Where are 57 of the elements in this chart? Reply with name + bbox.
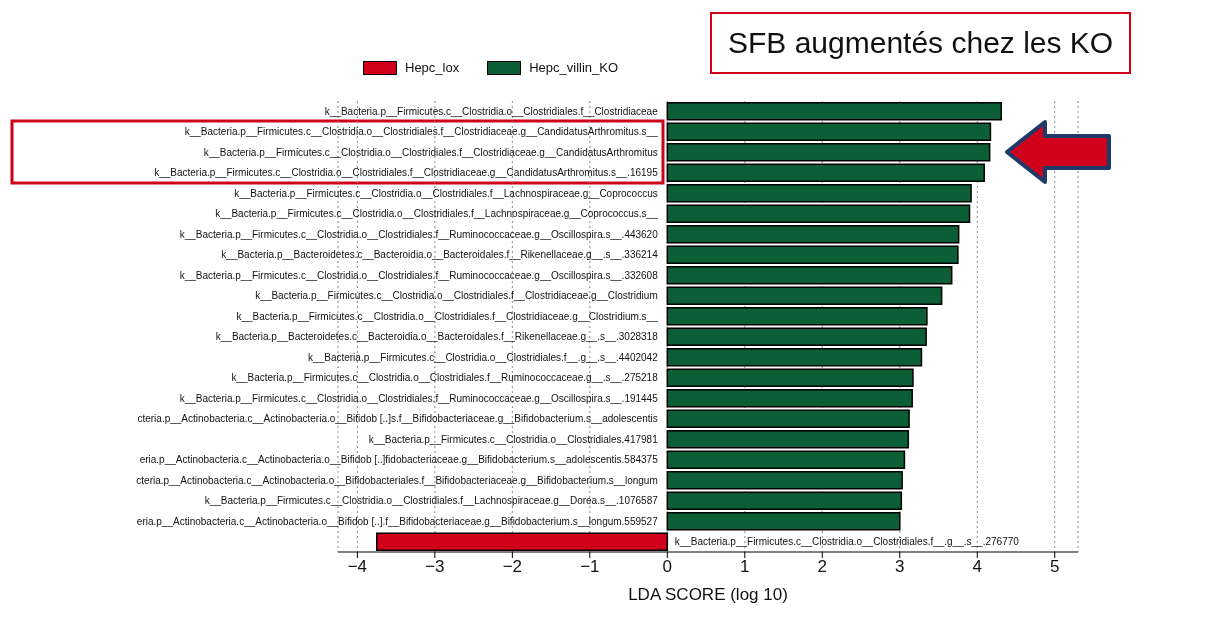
text: SFB augmentés chez les KO <box>710 12 1132 74</box>
bar <box>666 183 972 203</box>
bar <box>666 347 923 367</box>
x-axis-title: LDA SCORE (log 10) <box>628 585 788 604</box>
x-tick-label: 1 <box>740 557 750 577</box>
x-tick-label: −1 <box>580 557 600 577</box>
bar <box>666 101 1003 121</box>
bar <box>666 265 953 285</box>
bar <box>666 245 959 264</box>
bar <box>666 306 928 326</box>
x-tick-label: −4 <box>347 557 368 577</box>
y-tick-label: k__Bacteria.p__Firmicutes.c__Clostridia.o__Clostridiales.417981 <box>368 433 659 445</box>
bar <box>666 142 991 162</box>
y-tick-label: k__Bacteria.p__Firmicutes.c__Clostridia.o__Clostridiales.f__Lachnospiraceae.g__Coprococcus.s__ <box>215 208 659 220</box>
y-tick-label: k__Bacteria.p__Firmicutes.c__Clostridia.o__Clostridiales.f__Clostridiaceae.g__Clostridium <box>255 290 658 302</box>
bar <box>666 470 903 490</box>
y-tick-label: k__Bacteria.p__Firmicutes.c__Clostridia.o__Clostridiales.f__Ruminococcaceae.g__Oscillospira.s__.332608 <box>179 269 659 281</box>
y-tick-label: k__Bacteria.p__Bacteroidetes.c__Bacteroidia.o__Bacteroidales.f__Rikenellaceae.g__.s__.3028318 <box>215 331 659 343</box>
bar <box>666 224 960 244</box>
x-tick-label: −2 <box>502 557 523 577</box>
bar <box>666 204 971 223</box>
y-tick-label: k__Bacteria.p__Firmicutes.c__Clostridia.o__Clostridiales.f__Ruminococcaceae.g__.s__.275218 <box>231 372 659 384</box>
bar <box>666 368 914 387</box>
y-tick-label: eria.p__Actinobacteria.c__Actinobacteria.o__Bifidob [..].f__Bifidobacteriaceae.g__Bifidobacterium.s__longum.559527 <box>136 515 659 527</box>
y-tick-label: k__Bacteria.p__Firmicutes.c__Clostridia.o__Clostridiales.f__.g__.s__.276770 <box>674 536 1020 548</box>
x-tick-label: 5 <box>1050 557 1060 577</box>
bar <box>666 327 927 346</box>
y-tick-label: k__Bacteria.p__Firmicutes.c__Clostridia.o__Clostridiales.f__Clostridiaceae <box>324 105 659 117</box>
bar <box>666 409 910 428</box>
x-tick-label: 4 <box>972 557 982 577</box>
bar <box>666 163 985 182</box>
legend-label: Hepc_lox <box>405 60 460 75</box>
y-tick-label: k__Bacteria.p__Bacteroidetes.c__Bacteroidia.o__Bacteroidales.f__Rikenellaceae.g__.s__.336214 <box>221 249 659 261</box>
bar <box>666 491 903 510</box>
bar <box>666 286 943 305</box>
x-tick-label: 3 <box>895 557 905 577</box>
legend-label: Hepc_villin_KO <box>529 60 619 75</box>
y-tick-label: k__Bacteria.p__Firmicutes.c__Clostridia.o__Clostridiales.f__Lachnospiraceae.g__Dorea.s__.1076587 <box>204 495 659 507</box>
y-tick-label: k__Bacteria.p__Firmicutes.c__Clostridia.o__Clostridiales.f__Clostridiaceae.g__CandidatusArthromitus <box>203 146 658 158</box>
y-tick-label: k__Bacteria.p__Firmicutes.c__Clostridia.o__Clostridiales.f__.g__.s__.4402042 <box>308 351 659 363</box>
y-tick-label: cteria.p__Actinobacteria.c__Actinobacteria.o__Bifidobacteriales.f__Bifidobacteriaceae.g__Bifidobacterium.s__longum <box>136 474 658 486</box>
y-tick-label: k__Bacteria.p__Firmicutes.c__Clostridia.o__Clostridiales.f__Clostridiaceae.g__CandidatusArthromitus.s__ <box>184 126 659 138</box>
x-tick-label: 0 <box>662 557 673 577</box>
x-tick-label: 2 <box>817 557 828 577</box>
bar <box>666 511 901 531</box>
y-tick-label: k__Bacteria.p__Firmicutes.c__Clostridia.o__Clostridiales.f__Ruminococcaceae.g__Oscillospira.s__.443620 <box>179 228 659 240</box>
bar <box>666 450 906 469</box>
y-tick-label: cteria.p__Actinobacteria.c__Actinobacteria.o__Bifidob [..]s.f__Bifidobacteriaceae.g__Bifidobacterium.s__adolescentis <box>137 413 658 425</box>
y-tick-label: eria.p__Actinobacteria.c__Actinobacteria.o__Bifidob [..]fidobacteriaceae.g__Bifidobacterium.s__adolescentis.584375 <box>139 454 659 466</box>
bar <box>666 388 913 408</box>
bar <box>666 122 992 141</box>
bar <box>666 429 910 449</box>
x-tick-label: −3 <box>425 557 445 577</box>
y-tick-label: k__Bacteria.p__Firmicutes.c__Clostridia.o__Clostridiales.f__Ruminococcaceae.g__Oscillospira.s__.191445 <box>179 392 659 404</box>
y-tick-label: k__Bacteria.p__Firmicutes.c__Clostridia.o__Clostridiales.f__Lachnospiraceae.g__Coprococcus <box>234 187 658 199</box>
y-tick-label: k__Bacteria.p__Firmicutes.c__Clostridia.o__Clostridiales.f__Clostridiaceae.g__Clostridium.s__ <box>236 310 659 322</box>
y-tick-label: k__Bacteria.p__Firmicutes.c__Clostridia.o__Clostridiales.f__Clostridiaceae.g__CandidatusArthromitus.s__.16195 <box>154 167 659 179</box>
